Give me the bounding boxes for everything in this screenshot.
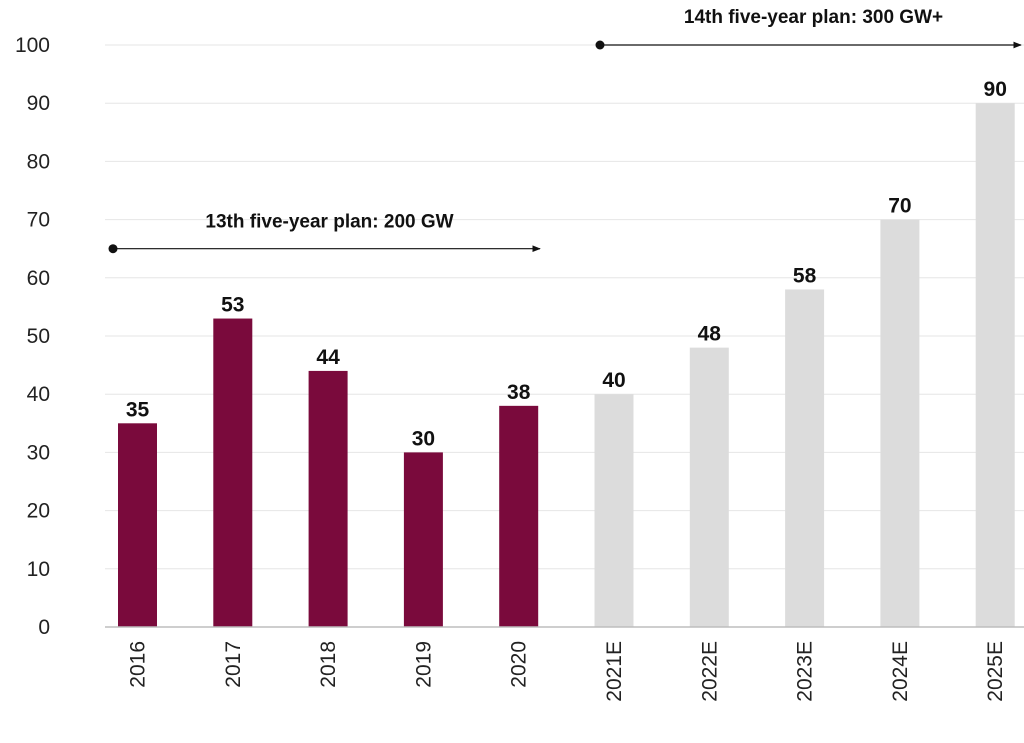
x-tick-label-2016: 2016 — [127, 641, 150, 688]
plan-annotations: 13th five-year plan: 200 GW 14th five-yea… — [108, 7, 1022, 254]
x-tick-label-2018: 2018 — [317, 641, 340, 688]
y-tick-label: 50 — [27, 325, 50, 348]
x-tick-label-2017: 2017 — [222, 641, 245, 688]
y-tick-label: 70 — [27, 209, 50, 232]
y-tick-label: 80 — [27, 150, 50, 173]
x-tick-label-2025e: 2025E — [984, 641, 1007, 702]
bar-2017 — [213, 318, 253, 627]
y-tick-label: 100 — [15, 34, 50, 57]
bar-2020 — [499, 405, 539, 627]
bar-2019 — [403, 452, 443, 627]
x-axis-tick-labels: 2016 2017 2018 2019 2020 2021E 2022E 2023E 2024E… — [127, 641, 1008, 702]
bar-2018 — [308, 370, 348, 627]
annotation-label: 13th five-year plan: 200 GW — [205, 212, 453, 233]
value-label-2019: 30 — [412, 427, 435, 450]
y-tick-label: 0 — [38, 616, 50, 639]
x-tick-label-2021e: 2021E — [603, 641, 626, 702]
value-label-2024e: 70 — [888, 195, 911, 218]
y-tick-label: 40 — [27, 383, 50, 406]
value-label-2022e: 48 — [698, 323, 722, 346]
bars — [118, 103, 1015, 627]
value-label-2017: 53 — [221, 294, 244, 317]
annotation-label: 14th five-year plan: 300 GW+ — [684, 7, 943, 28]
bar-2023e — [785, 289, 825, 627]
y-tick-label: 10 — [27, 558, 50, 581]
y-tick-label: 30 — [27, 441, 50, 464]
x-tick-label-2023e: 2023E — [794, 641, 817, 702]
plan-annotation-1: 13th five-year plan: 200 GW — [108, 212, 541, 254]
value-label-2016: 35 — [126, 398, 150, 421]
value-label-2018: 44 — [316, 346, 340, 369]
bar-value-labels: 35 53 44 30 38 40 48 58 70 90 — [126, 78, 1007, 450]
bar-2024e — [880, 219, 920, 627]
bar-2025e — [975, 103, 1015, 627]
x-tick-label-2019: 2019 — [412, 641, 435, 688]
y-axis-tick-labels: 0 10 20 30 40 50 60 70 80 90 100 — [15, 34, 50, 639]
bar-2016 — [118, 423, 157, 627]
y-tick-label: 20 — [27, 500, 50, 523]
plan-annotation-2: 14th five-year plan: 300 GW+ — [595, 7, 1022, 50]
y-tick-label: 60 — [27, 267, 50, 290]
bar-2021e — [594, 394, 634, 627]
bar-2022e — [689, 347, 729, 627]
value-label-2021e: 40 — [602, 369, 625, 392]
value-label-2020: 38 — [507, 381, 531, 404]
value-label-2023e: 58 — [793, 264, 817, 287]
value-label-2025e: 90 — [984, 78, 1007, 101]
x-tick-label-2024e: 2024E — [889, 641, 912, 702]
x-tick-label-2022e: 2022E — [698, 641, 721, 702]
x-tick-label-2020: 2020 — [508, 641, 531, 688]
y-tick-label: 90 — [27, 92, 50, 115]
